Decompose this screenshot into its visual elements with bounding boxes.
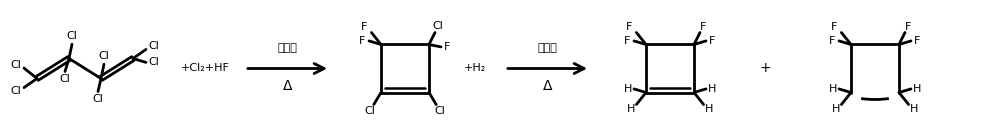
Text: F: F <box>444 42 451 52</box>
Text: Cl: Cl <box>435 105 446 115</box>
Text: H: H <box>704 105 713 115</box>
Text: H: H <box>913 84 922 94</box>
Text: Cl: Cl <box>149 57 159 67</box>
Text: F: F <box>359 36 366 46</box>
Text: F: F <box>626 22 633 32</box>
Text: Cl: Cl <box>60 75 70 85</box>
Text: F: F <box>831 22 838 32</box>
Text: +H₂: +H₂ <box>464 64 486 73</box>
Text: 却化剑: 却化剑 <box>538 44 557 54</box>
Text: F: F <box>700 22 706 32</box>
Text: Cl: Cl <box>93 95 103 105</box>
Text: F: F <box>624 36 631 46</box>
Text: +Cl₂+HF: +Cl₂+HF <box>181 64 229 73</box>
Text: Δ: Δ <box>283 79 292 93</box>
Text: Cl: Cl <box>149 41 159 51</box>
Text: H: H <box>829 84 837 94</box>
Text: Cl: Cl <box>433 22 443 32</box>
Text: H: H <box>832 105 841 115</box>
Text: F: F <box>829 36 836 46</box>
Text: F: F <box>361 22 368 32</box>
Text: Cl: Cl <box>67 31 77 41</box>
Text: Cl: Cl <box>11 86 21 96</box>
Text: Cl: Cl <box>364 105 375 115</box>
Text: H: H <box>624 84 632 94</box>
Text: 却化剑: 却化剑 <box>278 44 297 54</box>
Text: Δ: Δ <box>543 79 552 93</box>
Text: H: H <box>708 84 717 94</box>
Text: F: F <box>905 22 911 32</box>
Text: Cl: Cl <box>11 60 21 70</box>
Text: Cl: Cl <box>99 51 109 61</box>
Text: F: F <box>709 36 716 46</box>
Text: +: + <box>759 62 771 75</box>
Text: F: F <box>914 36 921 46</box>
Text: H: H <box>909 105 918 115</box>
Text: H: H <box>627 105 636 115</box>
